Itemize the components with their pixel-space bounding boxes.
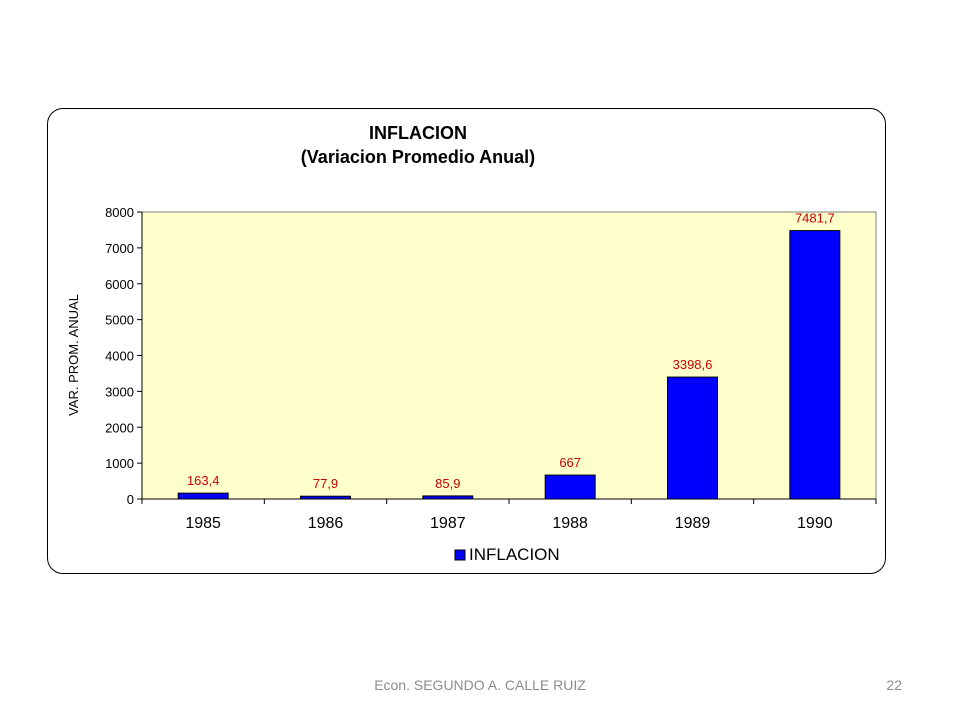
bar-1986 xyxy=(300,495,351,500)
category-label-1988: 1988 xyxy=(552,515,588,532)
data-label-1987: 85,9 xyxy=(435,476,460,491)
legend: INFLACION xyxy=(454,545,560,564)
category-label-1986: 1986 xyxy=(308,515,344,532)
y-tick-label: 0 xyxy=(127,492,134,507)
bar-1988 xyxy=(544,474,596,500)
y-tick-label: 7000 xyxy=(105,241,134,256)
data-label-1986: 77,9 xyxy=(313,476,338,491)
y-tick-label: 3000 xyxy=(105,384,134,399)
bar-1990 xyxy=(789,230,841,500)
y-tick-label: 2000 xyxy=(105,420,134,435)
data-label-1985: 163,4 xyxy=(187,473,220,488)
y-tick-label: 4000 xyxy=(105,349,134,364)
category-label-1989: 1989 xyxy=(675,515,711,532)
legend-label: INFLACION xyxy=(469,545,560,564)
y-tick-label: 1000 xyxy=(105,456,134,471)
y-axis-title: VAR. PROM. ANUAL xyxy=(66,294,81,416)
y-tick-label: 8000 xyxy=(105,205,134,220)
slide-footer: Econ. SEGUNDO A. CALLE RUIZ 22 xyxy=(0,677,960,697)
plot-area xyxy=(141,211,877,500)
y-tick-label: 6000 xyxy=(105,277,134,292)
data-label-1989: 3398,6 xyxy=(673,357,713,372)
y-tick-label: 5000 xyxy=(105,313,134,328)
category-label-1987: 1987 xyxy=(430,515,466,532)
bar-1985 xyxy=(177,492,229,500)
legend-swatch xyxy=(454,549,466,561)
footer-author: Econ. SEGUNDO A. CALLE RUIZ xyxy=(374,677,586,693)
chart-title: INFLACION xyxy=(369,123,467,143)
data-label-1988: 667 xyxy=(559,455,581,470)
chart-frame: INFLACION (Variacion Promedio Anual) VAR… xyxy=(47,108,886,574)
category-label-1990: 1990 xyxy=(797,515,833,532)
inflation-bar-chart: INFLACION (Variacion Promedio Anual) VAR… xyxy=(66,123,877,564)
data-label-1990: 7481,7 xyxy=(795,211,835,226)
bar-1989 xyxy=(667,376,718,500)
page-number: 22 xyxy=(886,677,902,693)
category-label-1985: 1985 xyxy=(185,515,221,532)
chart-subtitle: (Variacion Promedio Anual) xyxy=(301,147,535,167)
bar-1987 xyxy=(422,495,474,500)
